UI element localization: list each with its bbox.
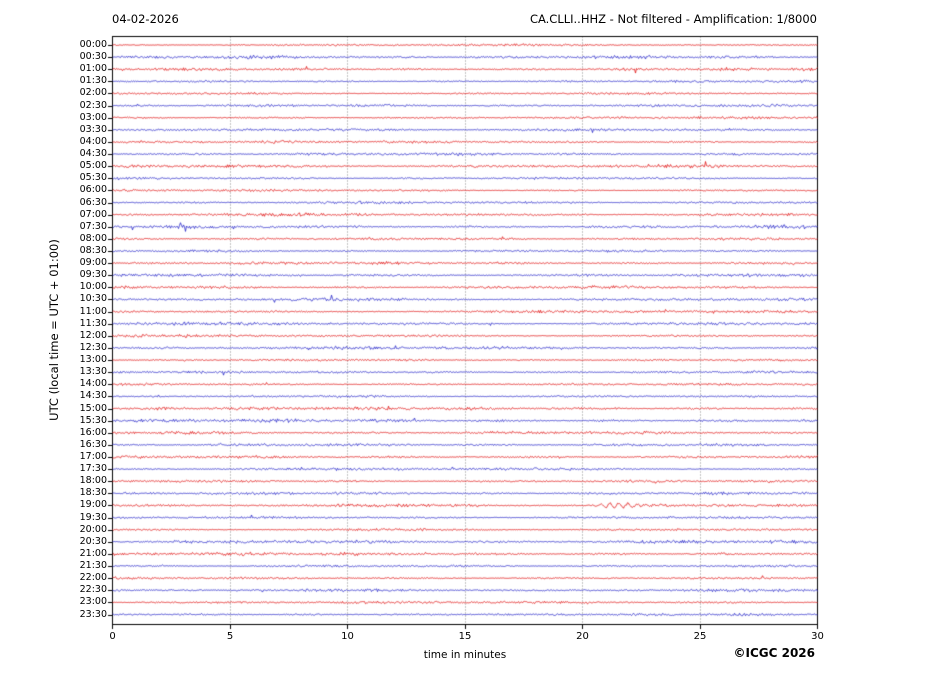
y-tick-label: 07:30	[79, 220, 107, 232]
y-tick-label: 23:30	[79, 608, 107, 620]
x-axis-label: time in minutes	[423, 649, 507, 661]
y-tick-label: 17:00	[79, 450, 107, 462]
x-tick-label: 20	[576, 631, 589, 642]
y-tick-label: 11:00	[79, 305, 107, 317]
y-tick-label: 04:00	[79, 135, 107, 147]
y-tick-label: 20:30	[79, 535, 107, 547]
y-tick-label: 16:30	[79, 438, 107, 450]
y-tick-label: 07:00	[79, 208, 107, 220]
y-tick-label: 02:30	[79, 99, 107, 111]
x-tick-label: 15	[458, 631, 472, 642]
x-tick-label: 25	[693, 631, 707, 642]
x-tick-label: 5	[226, 631, 234, 642]
y-tick-label: 05:00	[79, 160, 107, 172]
y-tick-label: 19:00	[79, 499, 107, 511]
x-tick-label: 0	[109, 631, 116, 642]
y-tick-label: 04:30	[79, 148, 107, 160]
station-title: CA.CLLI..HHZ - Not filtered - Amplificat…	[529, 12, 817, 26]
y-tick-label: 01:30	[79, 75, 107, 87]
y-tick-label: 22:30	[79, 584, 107, 596]
y-tick-label: 11:30	[79, 317, 107, 329]
y-tick-label: 00:00	[79, 39, 107, 50]
y-tick-label: 13:30	[79, 366, 107, 378]
y-tick-label: 10:30	[79, 293, 107, 305]
y-tick-label: 09:30	[79, 269, 107, 281]
y-tick-label: 23:00	[79, 596, 107, 608]
y-tick-label: 10:00	[79, 281, 107, 293]
y-tick-label: 20:00	[79, 523, 107, 535]
y-tick-label: 14:30	[79, 390, 107, 402]
x-tick-label: 30	[811, 631, 824, 642]
y-tick-label: 02:00	[79, 87, 107, 99]
y-tick-label: 18:00	[79, 475, 107, 487]
y-tick-label: 06:30	[79, 196, 107, 208]
y-tick-label: 21:00	[79, 547, 107, 559]
x-tick-label: 10	[341, 631, 354, 642]
y-tick-label: 12:30	[79, 341, 107, 353]
y-tick-label: 08:30	[79, 244, 107, 256]
y-tick-label: 06:00	[79, 184, 107, 196]
y-tick-label: 01:00	[79, 63, 107, 75]
y-tick-label: 08:00	[79, 232, 107, 244]
y-tick-label: 03:00	[79, 111, 107, 123]
y-tick-label: 00:30	[79, 51, 107, 63]
y-tick-label: 18:30	[79, 487, 107, 499]
y-tick-label: 19:30	[79, 511, 107, 523]
y-tick-label: 13:00	[79, 354, 107, 366]
y-tick-label: 14:00	[79, 378, 107, 390]
plot-date: 04-02-2026	[112, 12, 179, 26]
copyright-text: ©ICGC 2026	[733, 646, 815, 660]
y-tick-label: 17:30	[79, 463, 107, 475]
y-tick-label: 22:00	[79, 572, 107, 584]
y-tick-label: 03:30	[79, 123, 107, 135]
y-tick-label: 15:30	[79, 414, 107, 426]
y-tick-label: 21:30	[79, 560, 107, 572]
y-tick-label: 12:00	[79, 329, 107, 341]
y-tick-label: 16:00	[79, 426, 107, 438]
y-tick-label: 15:00	[79, 402, 107, 414]
y-tick-label: 09:00	[79, 257, 107, 269]
y-tick-label: 05:30	[79, 172, 107, 184]
